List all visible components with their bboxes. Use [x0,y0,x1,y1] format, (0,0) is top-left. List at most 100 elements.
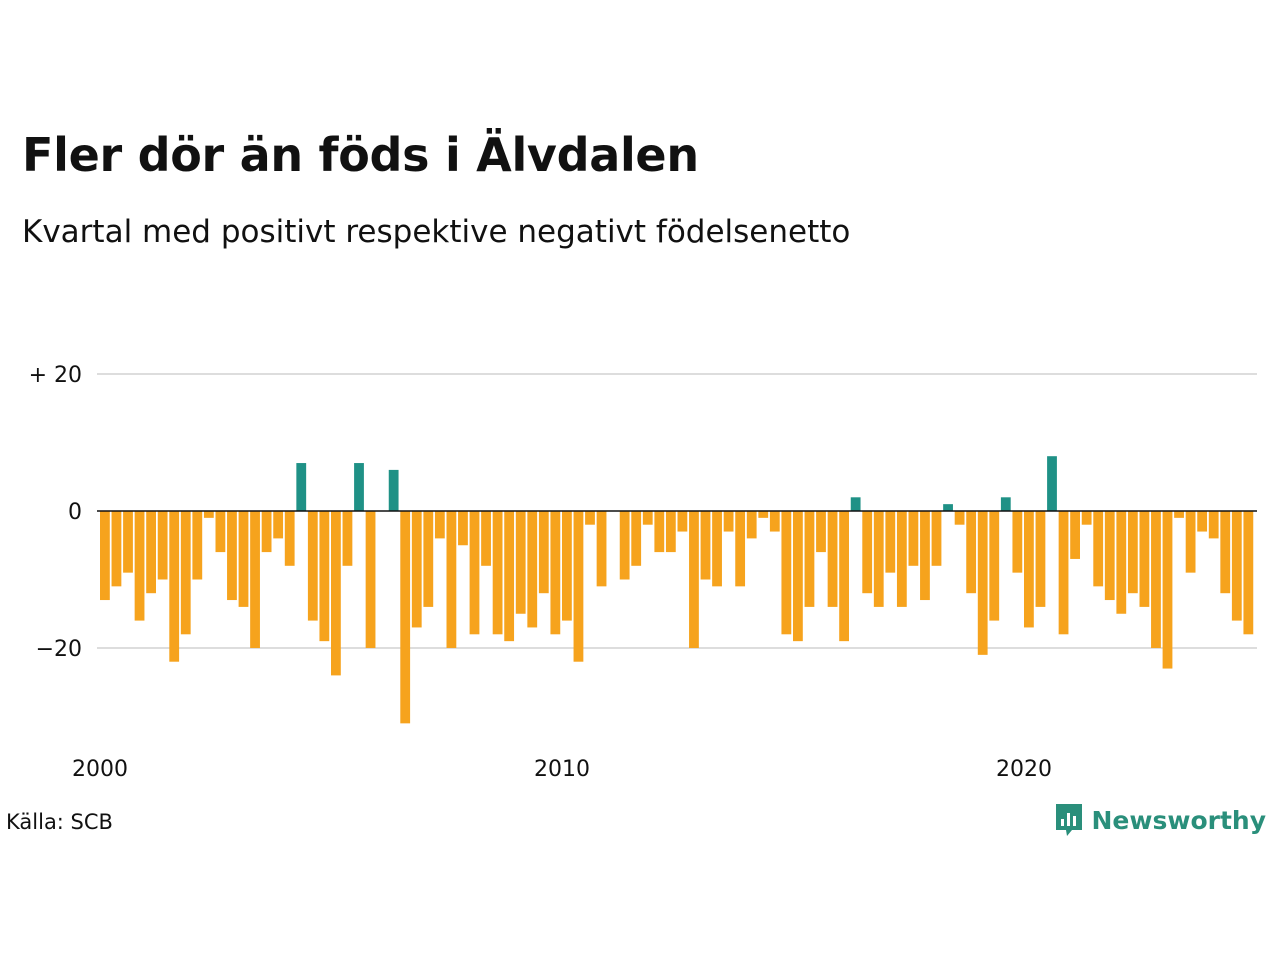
bar-negative [1116,511,1127,614]
x-tick-label: 2020 [996,757,1052,782]
bar-negative [1185,511,1196,573]
bar-negative [954,511,965,525]
bar-negative [365,511,376,648]
bar-negative [227,511,237,601]
source-note: Källa: SCB [6,810,113,834]
bar-negative [481,511,491,566]
bar-negative [273,511,284,539]
bar-negative [238,511,249,607]
y-tick-label: −20 [36,637,82,662]
bar-negative [989,511,1000,621]
bar-negative [1197,511,1208,532]
axes: + 20 0 −20 2000 2010 2020 [29,363,1257,782]
bar-positive [943,504,953,511]
bar-negative [1231,511,1242,621]
bar-negative [920,511,930,601]
bar-negative [504,511,515,642]
bar-negative [1208,511,1219,539]
bar-negative [677,511,688,532]
bar-negative [134,511,145,621]
bar-negative [1151,511,1161,648]
bar-positive [354,463,364,511]
bar-negative [492,511,503,635]
bar-positive [1047,456,1057,511]
bar-negative [423,511,434,607]
y-tick-label: + 20 [29,363,82,388]
bar-positive [850,497,861,511]
bar-negative [562,511,572,621]
bar-negative [1139,511,1150,607]
bar-negative [1243,511,1254,635]
bar-negative [746,511,757,539]
bar-negative [816,511,826,553]
bar-negative [1093,511,1104,587]
bar-negative [1127,511,1138,594]
bar-negative [977,511,988,655]
bar-negative [538,511,549,594]
bar-negative [1058,511,1069,635]
bar-negative [966,511,977,594]
bar-negative [1174,511,1184,518]
bar-negative [319,511,330,642]
bar-negative [712,511,722,587]
bar-negative [1081,511,1092,525]
bar-negative [342,511,353,566]
bar-negative [100,511,110,601]
bar-negative [585,511,595,525]
bar-negative [723,511,734,532]
bar-negative [873,511,884,607]
bar-negative [735,511,746,587]
bar-negative [203,511,214,518]
bar-negative [642,511,653,525]
bar-negative [1035,511,1046,607]
bar-positive [1000,497,1011,511]
bar-negative [331,511,341,676]
bars [100,456,1254,724]
bar-negative [550,511,561,635]
bar-negative [215,511,226,553]
bar-negative [1104,511,1115,601]
bar-negative [180,511,191,635]
y-tick-label: 0 [68,500,82,525]
bar-negative [1012,511,1023,573]
bar-negative [1162,511,1173,669]
x-tick-label: 2000 [72,757,128,782]
bar-negative [400,511,411,724]
bar-positive [388,469,399,511]
brand-name: Newsworthy [1091,805,1267,835]
bar-negative [307,511,318,621]
chart-title: Fler dör än föds i Älvdalen [22,128,699,182]
bar-negative [123,511,133,573]
bar-negative [804,511,815,607]
newsworthy-logo-icon [1055,804,1082,836]
bar-negative [446,511,457,648]
x-tick-label: 2010 [534,757,590,782]
bar-negative [527,511,538,628]
bar-negative [665,511,676,553]
bar-negative [469,511,480,635]
brand[interactable]: Newsworthy [1054,802,1267,838]
bar-negative [1220,511,1231,594]
bar-negative [689,511,699,648]
bar-negative [169,511,180,662]
bar-negative [157,511,168,580]
bar-negative [146,511,156,594]
bar-chart: + 20 0 −20 2000 2010 2020 [29,363,1257,782]
bar-positive [296,463,307,511]
bar-negative [700,511,711,580]
bar-negative [631,511,642,566]
bar-negative [896,511,907,607]
bar-negative [1070,511,1080,559]
bar-negative [573,511,584,662]
bar-negative [434,511,445,539]
bar-negative [111,511,122,587]
bar-negative [862,511,873,594]
bar-negative [619,511,630,580]
gridlines [97,373,1257,649]
bar-negative [515,511,526,614]
bar-negative [931,511,942,566]
bar-negative [758,511,769,518]
bar-negative [411,511,422,628]
bar-negative [793,511,803,642]
bar-negative [908,511,919,566]
